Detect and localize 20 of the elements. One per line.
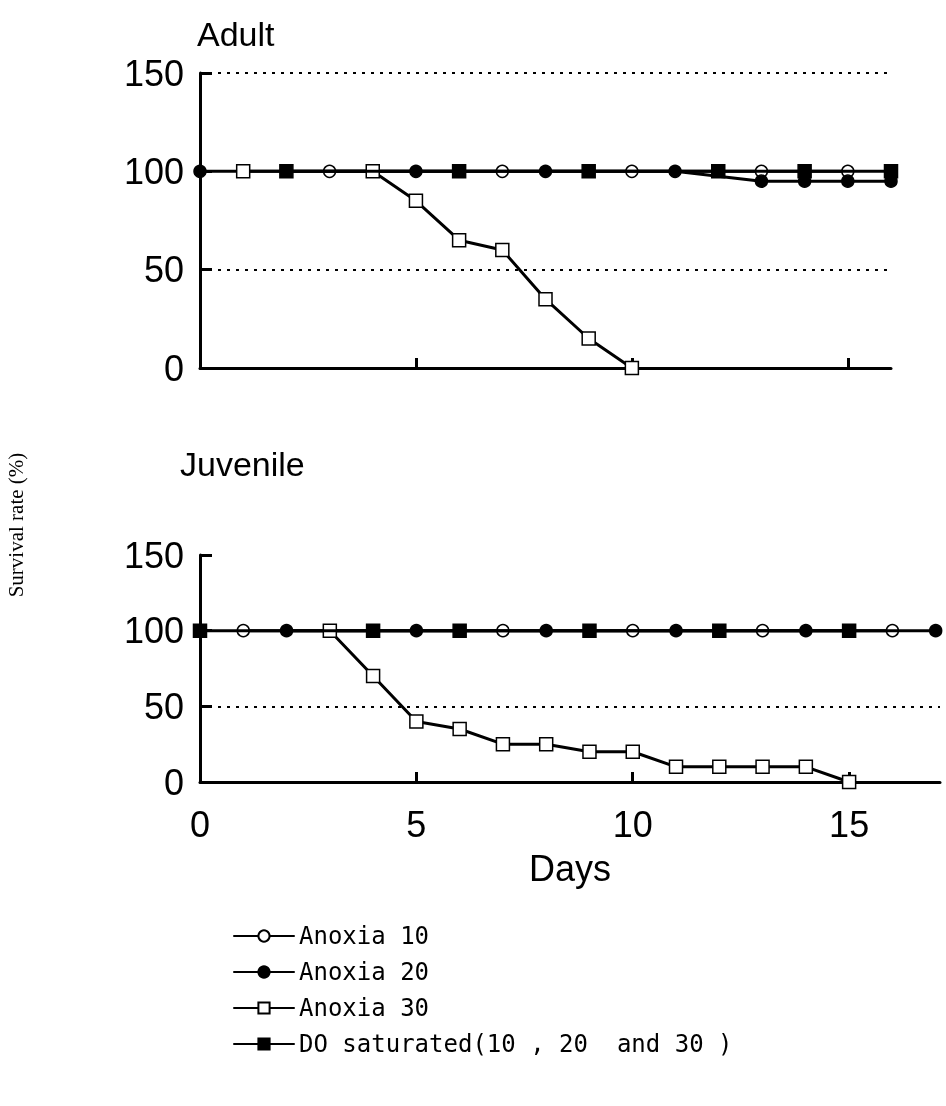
y-tick-label: 150 <box>123 52 184 94</box>
chart-title: Adult <box>197 15 276 53</box>
x-tick-label: 5 <box>406 803 427 845</box>
x-tick-label: 15 <box>829 803 870 845</box>
legend-label: DO saturated(10 , 20 and 30 ) <box>299 1030 733 1058</box>
y-tick-label: 50 <box>143 685 184 727</box>
x-axis-title: Days <box>528 847 612 889</box>
legend-label: Anoxia 10 <box>299 922 430 950</box>
x-tick-label: 0 <box>189 803 211 845</box>
y-tick-label: 150 <box>123 534 184 576</box>
legend-label: Anoxia 20 <box>299 958 430 986</box>
x-tick-label: 10 <box>612 803 653 845</box>
y-tick-label: 0 <box>163 761 184 803</box>
y-tick-label: 0 <box>163 347 184 389</box>
legend-label: Anoxia 30 <box>299 994 430 1022</box>
y-axis-title: Survival rate (%) <box>4 452 28 598</box>
y-tick-label: 100 <box>123 610 184 652</box>
chart-title: Juvenile <box>180 445 305 483</box>
y-tick-label: 50 <box>143 249 184 291</box>
y-tick-label: 100 <box>123 150 184 192</box>
